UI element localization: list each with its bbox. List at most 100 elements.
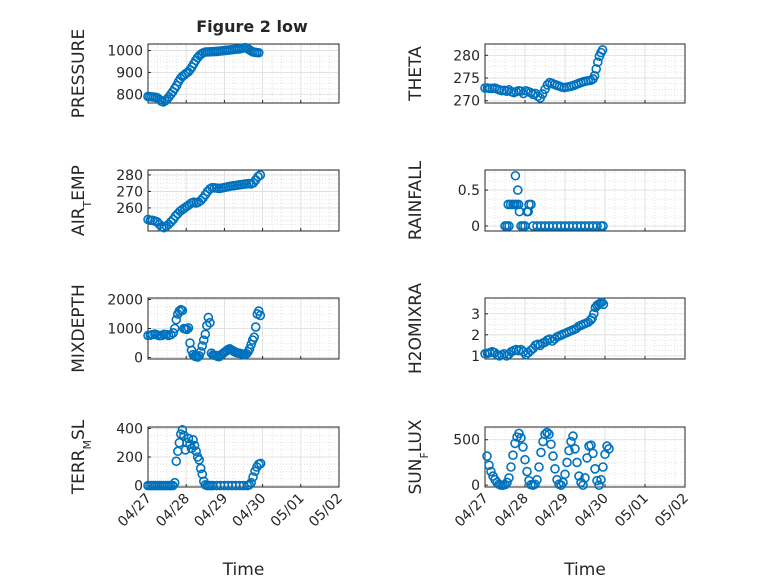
data-point: [166, 217, 176, 227]
y-tick-label: 260: [116, 201, 143, 217]
data-point: [518, 442, 528, 452]
data-point: [189, 440, 200, 451]
axes-box: [147, 169, 340, 232]
data-point: [249, 332, 259, 343]
data-point: [191, 446, 201, 457]
data-point: [486, 466, 496, 477]
data-point: [604, 444, 614, 454]
data-point: [592, 475, 602, 486]
data-point: [205, 317, 215, 328]
data-point: [195, 195, 206, 206]
data-point: [171, 456, 182, 467]
data-point: [183, 433, 194, 444]
data-point: [564, 445, 574, 456]
data-point: [534, 462, 544, 472]
subplot-2: 270 275 280 THETA: [406, 43, 686, 110]
data-point: [592, 57, 603, 67]
data-point: [544, 429, 554, 440]
data-point: [506, 462, 516, 472]
y-tick-label: 275: [453, 71, 480, 87]
data-point: [177, 305, 188, 316]
data-point: [546, 439, 556, 450]
figure-title: Figure 2 low: [196, 17, 308, 36]
data-point: [588, 448, 598, 459]
data-point: [525, 87, 536, 98]
data-point: [597, 45, 608, 55]
data-point: [184, 199, 195, 210]
data-point: [574, 471, 584, 481]
data-point: [588, 308, 599, 319]
data-point: [520, 454, 530, 465]
y-axis-label: H2OMIXRA: [406, 283, 426, 374]
data-point: [500, 479, 510, 490]
y-axis-label: THETA: [406, 46, 426, 102]
data-point: [514, 428, 524, 439]
axes-box: [484, 297, 686, 360]
data-point: [587, 313, 598, 323]
data-point: [572, 457, 582, 468]
y-tick-label: 1: [471, 349, 480, 365]
data-point: [542, 427, 552, 438]
data-point: [548, 451, 558, 461]
y-tick-label: 280: [453, 48, 480, 64]
data-point: [598, 462, 608, 472]
data-point: [502, 477, 512, 488]
subplot-1: 800 900 1000 PRESSURE: [69, 29, 340, 118]
y-tick-label: 3: [471, 307, 480, 323]
y-tick-label: 1000: [107, 322, 143, 338]
data-point: [244, 480, 255, 490]
data-point: [246, 477, 256, 488]
data-point: [596, 297, 607, 308]
y-tick-label: 280: [116, 168, 143, 184]
y-tick-label: 400: [116, 421, 143, 437]
y-tick-label: 500: [453, 433, 480, 449]
data-point: [484, 460, 494, 470]
x-axis-label: Time: [563, 560, 606, 580]
y-tick-label: 200: [116, 450, 143, 466]
axes-box: [484, 426, 686, 488]
data-point: [482, 451, 492, 461]
data-point: [582, 453, 592, 463]
data-point: [183, 323, 194, 333]
data-point: [169, 477, 180, 488]
data-point: [598, 299, 609, 310]
data-point: [560, 469, 570, 480]
data-point: [248, 472, 258, 482]
data-point: [197, 341, 208, 351]
y-tick-label: 0.5: [458, 183, 480, 199]
data-point: [510, 170, 521, 181]
data-point: [525, 345, 536, 356]
data-point: [250, 322, 261, 332]
data-point: [255, 310, 266, 321]
data-point: [182, 324, 192, 335]
y-tick-label: 800: [116, 87, 143, 103]
data-point: [562, 457, 572, 468]
data-point: [532, 474, 542, 485]
data-point: [516, 433, 526, 443]
data-point: [568, 431, 578, 441]
data-point: [532, 91, 543, 101]
data-point: [522, 466, 532, 477]
data-point: [530, 479, 540, 490]
data-point: [580, 473, 590, 483]
data-point: [504, 221, 514, 231]
data-point: [512, 185, 523, 195]
data-point: [171, 314, 182, 325]
data-point: [168, 328, 179, 338]
data-point: [540, 84, 550, 95]
y-axis-label: MIXDEPTH: [69, 284, 89, 373]
data-point: [241, 348, 252, 359]
data-point: [244, 344, 255, 354]
data-point: [253, 47, 264, 58]
data-point: [198, 335, 209, 345]
axes-box: [484, 43, 686, 104]
data-point: [194, 455, 204, 465]
data-point: [536, 447, 546, 458]
data-point: [591, 64, 602, 74]
data-point: [523, 206, 534, 217]
data-point: [169, 323, 180, 334]
data-point: [592, 221, 602, 231]
data-point: [195, 346, 206, 357]
